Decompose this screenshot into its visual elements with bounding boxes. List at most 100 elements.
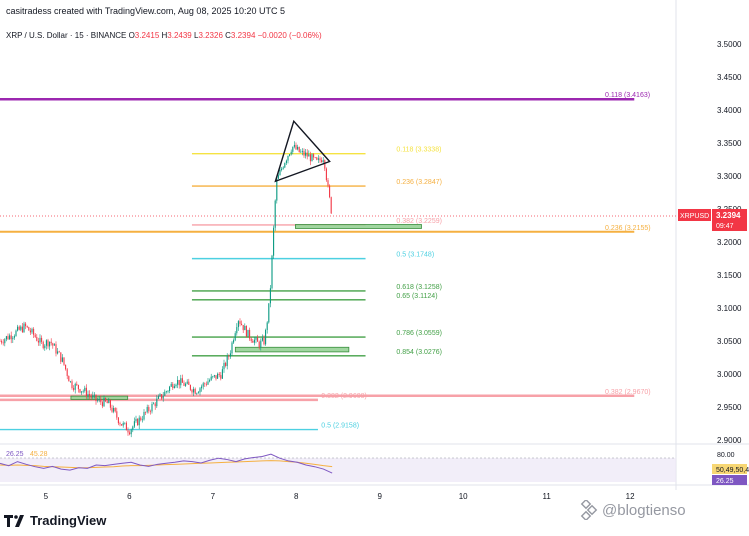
- demand-zone[interactable]: [295, 224, 422, 229]
- candle-body: [129, 432, 131, 435]
- candle-body: [71, 381, 73, 389]
- candle-body: [325, 168, 327, 181]
- triangle-pattern[interactable]: [274, 119, 331, 183]
- x-tick-label: 9: [378, 492, 383, 501]
- candle-body: [10, 335, 12, 340]
- candle-body: [146, 407, 148, 413]
- symbol-name[interactable]: XRP / U.S. Dollar · 15 · BINANCE: [6, 31, 127, 40]
- candle-body: [322, 160, 324, 163]
- tradingview-logo[interactable]: TradingView: [4, 513, 106, 528]
- candle-body: [175, 384, 177, 387]
- candle-body: [63, 357, 65, 365]
- ohlc-low: 3.2326: [198, 31, 223, 40]
- candle-body: [170, 383, 172, 387]
- candle-body: [201, 386, 203, 389]
- candle-body: [31, 328, 33, 333]
- y-tick-label: 3.4500: [717, 73, 742, 82]
- candle-body: [53, 344, 55, 346]
- candle-body: [207, 381, 209, 385]
- candle-body: [141, 419, 143, 421]
- candle-body: [33, 328, 35, 335]
- rsi-value-badge-bg: [712, 475, 747, 485]
- candle-body: [93, 394, 95, 396]
- candle-body: [193, 388, 195, 393]
- candle-body: [185, 383, 187, 386]
- candle-body: [183, 382, 185, 386]
- candle-body: [261, 337, 263, 341]
- candle-body: [282, 167, 284, 169]
- candle-body: [281, 168, 283, 171]
- candle-body: [169, 386, 171, 391]
- candle-body: [284, 163, 286, 168]
- fib-level-label: 0.118 (3.3338): [396, 147, 441, 154]
- y-tick-label: 3.0500: [717, 337, 742, 346]
- candle-body: [12, 337, 14, 340]
- candle-body: [84, 387, 86, 391]
- rsi-line: [0, 453, 333, 474]
- candle-body: [314, 157, 316, 158]
- candle-body: [42, 341, 44, 349]
- candle-body: [34, 334, 36, 338]
- candle-body: [25, 323, 27, 327]
- candle-body: [329, 185, 331, 198]
- y-tick-label: 3.1500: [717, 271, 742, 280]
- price-badge: 3.2394: [716, 211, 741, 220]
- candle-body: [165, 391, 167, 392]
- candle-body: [149, 411, 151, 412]
- candle-body: [153, 403, 155, 405]
- fib-level-label: 0.618 (3.1258): [396, 284, 442, 291]
- demand-zone[interactable]: [234, 346, 350, 353]
- candle-body: [255, 337, 257, 340]
- candle-body: [61, 357, 63, 362]
- candle-body: [297, 146, 299, 150]
- candle-body: [266, 322, 268, 331]
- candle-body: [17, 326, 19, 331]
- candle-body: [247, 329, 249, 337]
- candle-body: [309, 154, 311, 162]
- candle-body: [29, 330, 31, 333]
- y-tick-label: 3.1000: [717, 304, 742, 313]
- candle-body: [41, 337, 43, 342]
- candle-body: [285, 160, 287, 164]
- candle-body: [327, 180, 329, 186]
- ohlc-high: 3.2439: [167, 31, 192, 40]
- candle-body: [157, 396, 159, 399]
- candle-body: [101, 402, 103, 407]
- candle-body: [90, 395, 92, 398]
- candle-body: [273, 227, 275, 256]
- candle-body: [188, 381, 190, 385]
- candle-body: [21, 326, 23, 333]
- candle-body: [49, 341, 51, 347]
- candle-body: [260, 340, 262, 348]
- candle-body: [79, 389, 81, 393]
- candle-body: [162, 395, 164, 399]
- candle-body: [245, 325, 247, 337]
- candle-body: [292, 146, 294, 152]
- candle-body: [173, 386, 175, 389]
- candle-body: [57, 351, 59, 354]
- candle-body: [111, 407, 113, 412]
- candle-body: [324, 160, 326, 169]
- y-tick-label: 3.3000: [717, 172, 742, 181]
- candle-body: [300, 151, 302, 153]
- candle-body: [293, 144, 295, 147]
- candle-body: [133, 421, 135, 427]
- candle-body: [279, 170, 281, 176]
- candle-body: [265, 330, 267, 345]
- x-tick-label: 12: [626, 492, 635, 501]
- candle-body: [202, 383, 204, 387]
- candle-body: [209, 380, 211, 382]
- candle-body: [321, 160, 323, 163]
- y-tick-label: 3.2000: [717, 238, 742, 247]
- ohlc-high-label: H: [161, 31, 168, 40]
- candle-body: [58, 351, 60, 353]
- credit-line: casitradess created with TradingView.com…: [6, 6, 285, 16]
- candle-body: [252, 340, 254, 343]
- ohlc-close: 3.2394: [230, 31, 256, 40]
- candle-body: [138, 417, 140, 426]
- candle-body: [23, 323, 25, 333]
- candle-body: [7, 336, 9, 340]
- candle-body: [85, 387, 87, 397]
- candle-body: [13, 336, 15, 338]
